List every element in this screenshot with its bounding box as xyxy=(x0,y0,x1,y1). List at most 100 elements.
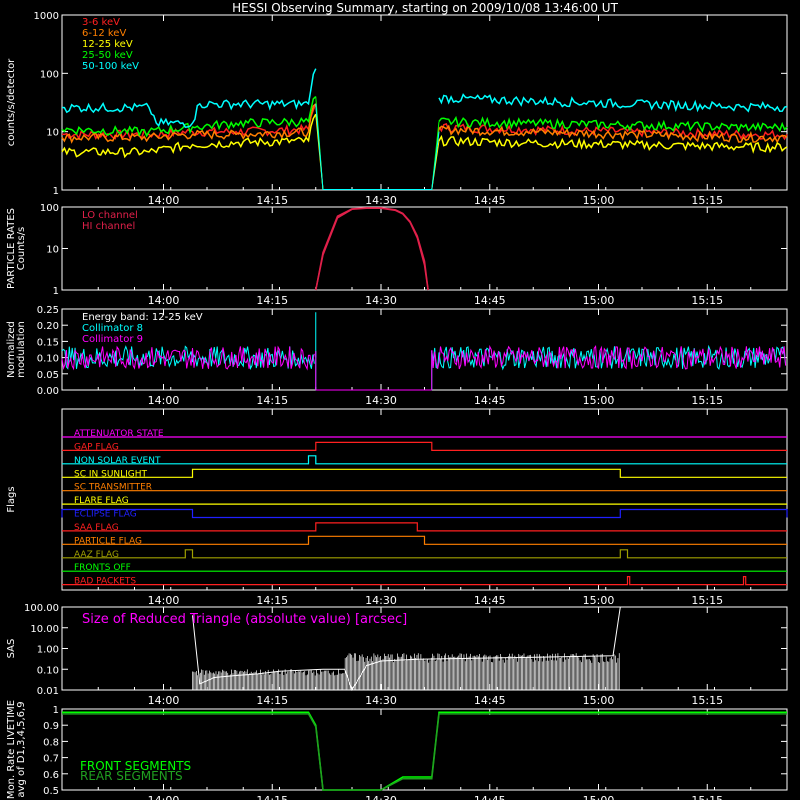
x-tick-label: 14:30 xyxy=(365,794,397,800)
panel-count-rates: 14:00 14:15 14:30 14:45 15:00 15:15 1000 100 10 1… xyxy=(6,11,788,207)
flag-line xyxy=(62,522,787,532)
flag-label: FRONTS OFF xyxy=(74,563,131,573)
x-tick-label: 14:15 xyxy=(256,394,288,407)
panel-flags: 14:00 14:15 14:30 14:45 15:00 15:15 Flags ATTEN… xyxy=(6,408,788,607)
modulation-line xyxy=(61,345,315,371)
y-tick-label: 1.00 xyxy=(37,645,59,656)
x-tick-label: 15:15 xyxy=(691,694,723,707)
flag-label: AAZ FLAG xyxy=(74,550,119,560)
y-tick-label: 0.01 xyxy=(37,686,59,697)
y-axis-label: PARTICLE RATES xyxy=(6,208,17,289)
x-tick-label: 14:30 xyxy=(365,194,397,207)
gap-drop-line xyxy=(315,103,324,191)
flag-line xyxy=(62,441,787,451)
series-line xyxy=(438,124,788,144)
legend-entry: 12-25 keV xyxy=(82,39,133,50)
legend-entry: FRONT SEGMENTS xyxy=(80,759,191,773)
y-tick-label: 0.7 xyxy=(43,754,59,765)
x-tick-label: 14:15 xyxy=(256,694,288,707)
y-tick-label: 0.8 xyxy=(43,737,59,748)
modulation-annotation: Energy band: 12-25 keV xyxy=(82,312,203,323)
sas-annotation: Size of Reduced Triangle (absolute value… xyxy=(82,612,407,627)
panel-sas: 14:00 14:15 14:30 14:45 15:00 15:15 100.00 10.0… xyxy=(6,603,788,707)
flag-label: SC IN SUNLIGHT xyxy=(74,469,148,479)
legend-entry: REAR SEGMENTS xyxy=(80,769,183,783)
y-tick-label: 0.9 xyxy=(43,721,59,732)
y-tick-label: 0.10 xyxy=(37,354,59,365)
x-tick-label: 14:15 xyxy=(256,294,288,307)
legend-entry: 25-50 keV xyxy=(82,50,133,61)
x-tick-label: 15:00 xyxy=(583,694,615,707)
series-line xyxy=(62,713,787,791)
y-axis-label: Mon. Rate LIVETIME xyxy=(6,700,17,799)
x-tick-label: 14:00 xyxy=(148,594,180,607)
x-tick-label: 15:00 xyxy=(583,294,615,307)
panel-frame xyxy=(61,206,788,291)
y-tick-label: 1 xyxy=(53,186,59,197)
x-tick-label: 14:00 xyxy=(148,394,180,407)
flag-label: ECLIPSE FLAG xyxy=(74,510,137,520)
x-tick-label: 14:15 xyxy=(256,194,288,207)
flag-label: FLARE FLAG xyxy=(74,496,129,506)
flag-line xyxy=(61,508,788,519)
panel-particle-rates: 14:00 14:15 14:30 14:45 15:00 15:15 100 10 1 PART… xyxy=(6,203,788,307)
y-axis-label: Flags xyxy=(6,486,17,512)
panel-frame xyxy=(61,408,788,591)
x-tick-label: 14:45 xyxy=(474,194,506,207)
y-tick-label: 100.00 xyxy=(24,603,59,614)
series-line xyxy=(61,95,317,138)
legend-entry: HI channel xyxy=(82,221,135,232)
y-tick-label: 1 xyxy=(53,705,59,716)
series-line xyxy=(61,113,317,159)
panel-livetime: 14:00 14:15 14:30 14:45 15:00 15:15 1 0.9 0.8 0.7… xyxy=(6,700,788,800)
flag-line xyxy=(62,549,787,559)
flag-label: ATTENUATOR STATE xyxy=(74,429,164,439)
series-line xyxy=(438,115,788,133)
x-tick-label: 15:15 xyxy=(691,394,723,407)
flag-line xyxy=(62,535,787,545)
x-tick-label: 14:45 xyxy=(474,694,506,707)
figure-title: HESSI Observing Summary, starting on 200… xyxy=(232,1,618,15)
x-tick-label: 14:00 xyxy=(148,694,180,707)
x-tick-label: 14:30 xyxy=(365,294,397,307)
flag-label: BAD PACKETS xyxy=(74,577,136,587)
legend-entry: 6-12 keV xyxy=(82,28,126,39)
flag-line xyxy=(62,455,787,465)
x-tick-label: 14:45 xyxy=(474,594,506,607)
series-line xyxy=(315,207,429,291)
y-tick-label: 0.5 xyxy=(43,786,59,797)
x-tick-label: 14:45 xyxy=(474,794,506,800)
y-tick-label: 1 xyxy=(53,286,59,297)
x-tick-label: 14:30 xyxy=(365,694,397,707)
series-line xyxy=(61,68,317,129)
y-tick-label: 10 xyxy=(46,245,59,256)
x-tick-label: 14:45 xyxy=(474,294,506,307)
flag-label: GAP FLAG xyxy=(74,442,119,452)
y-tick-label: 0.05 xyxy=(37,370,59,381)
flag-line xyxy=(62,468,787,478)
x-tick-label: 15:15 xyxy=(691,594,723,607)
x-tick-label: 15:15 xyxy=(691,194,723,207)
series-line xyxy=(438,122,788,141)
legend-entry: 50-100 keV xyxy=(82,61,139,72)
y-tick-label: 0.25 xyxy=(37,305,59,316)
x-tick-label: 14:30 xyxy=(365,394,397,407)
y-tick-label: 0.20 xyxy=(37,321,59,332)
y-tick-label: 10.00 xyxy=(30,624,59,635)
x-tick-label: 15:00 xyxy=(583,394,615,407)
flag-line xyxy=(62,576,787,586)
y-axis-label: SAS xyxy=(6,639,17,659)
x-tick-label: 15:15 xyxy=(691,794,723,800)
x-tick-label: 14:00 xyxy=(148,194,180,207)
flag-label: NON SOLAR EVENT xyxy=(74,456,161,466)
y-axis-label: Counts/s xyxy=(16,227,27,271)
series-line xyxy=(315,207,429,291)
y-tick-label: 0.15 xyxy=(37,337,59,348)
flag-label: PARTICLE FLAG xyxy=(74,536,142,546)
x-tick-label: 15:15 xyxy=(691,294,723,307)
x-tick-label: 14:15 xyxy=(256,594,288,607)
series-line xyxy=(438,134,788,154)
x-tick-label: 14:00 xyxy=(148,294,180,307)
x-tick-label: 14:30 xyxy=(365,594,397,607)
